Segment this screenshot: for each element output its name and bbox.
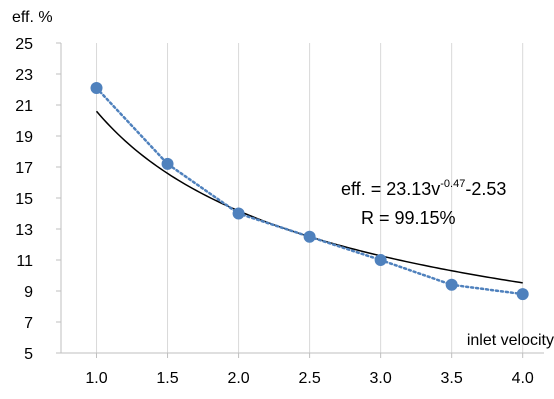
axes [56,42,544,358]
x-tick-label: 2.0 [227,370,249,387]
fit-equation-suffix: -2.53 [465,179,506,199]
y-tick-label: 25 [15,36,33,53]
y-tick-label: 13 [15,222,33,239]
fit-equation-exponent: -0.47 [440,178,465,190]
data-point [303,230,316,243]
tick-labels: 1.0 1.5 2.0 2.5 3.0 3.5 4.0 5 7 9 11 13 15 17 19 21 23 25 [15,36,534,387]
fit-equation-prefix: eff. = 23.13v [341,179,440,199]
y-axis-title: eff. % [12,9,53,26]
y-tick-label: 5 [24,346,33,363]
x-axis-title: inlet velocity [467,332,554,349]
y-tick-label: 11 [16,253,33,270]
x-tick-label: 4.0 [512,370,534,387]
data-point [90,81,103,94]
data-point [232,207,245,220]
fit-equation: eff. = 23.13v-0.47-2.53 [341,178,506,199]
y-tick-label: 15 [15,191,33,208]
x-tick-label: 3.5 [441,370,463,387]
data-point [374,254,387,266]
x-tick-label: 1.0 [85,370,107,387]
y-tick-label: 19 [15,129,33,146]
data-point [161,157,174,170]
fit-r-value: R = 99.15% [361,208,456,228]
y-tick-label: 17 [15,160,33,177]
x-tick-label: 2.5 [298,370,320,387]
y-tick-label: 23 [15,67,33,84]
data-point [516,288,529,301]
y-tick-label: 7 [24,315,33,332]
y-tick-label: 9 [24,284,33,301]
x-tick-label: 1.5 [156,370,178,387]
data-point [445,278,458,291]
y-tick-label: 21 [15,98,33,115]
x-tick-label: 3.0 [370,370,392,387]
series-group [90,81,529,301]
grid [96,43,524,353]
